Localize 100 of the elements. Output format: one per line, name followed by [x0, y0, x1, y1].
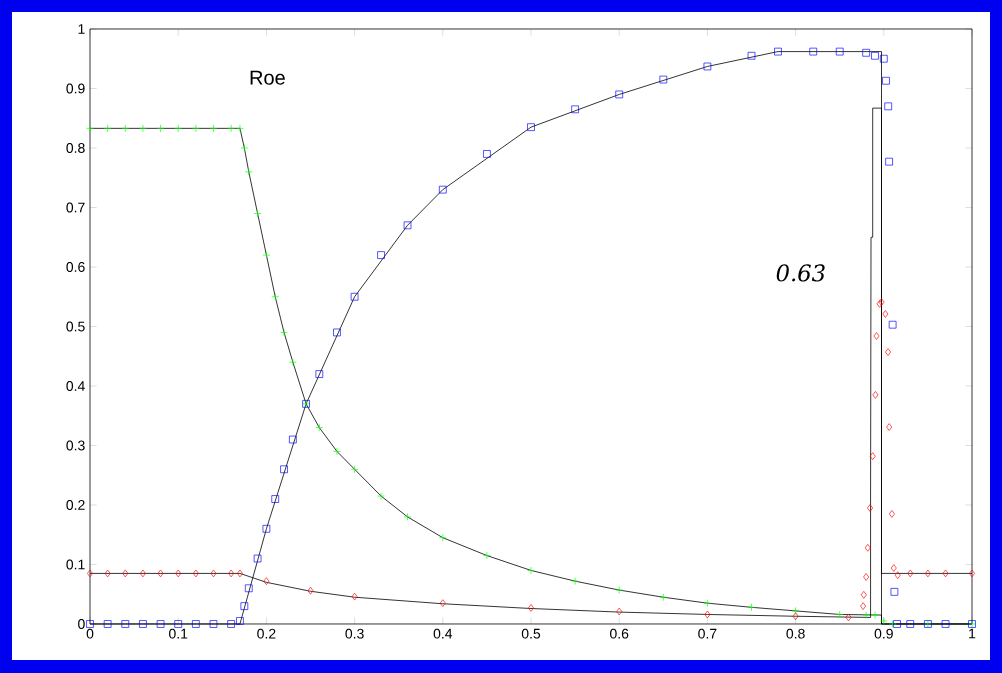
- point: [885, 157, 893, 166]
- point: [227, 124, 235, 133]
- x-tick-label: 0.5: [521, 628, 541, 639]
- point: [86, 124, 94, 133]
- point: [893, 620, 901, 628]
- point: [122, 569, 129, 578]
- point: [253, 554, 262, 563]
- point: [307, 586, 314, 595]
- x-tick-label: 0.9: [874, 628, 893, 639]
- point: [262, 251, 271, 259]
- point: [227, 620, 235, 628]
- point: [886, 423, 893, 431]
- point: [253, 209, 262, 218]
- point: [703, 599, 712, 607]
- annotation: Roe: [250, 70, 285, 85]
- point: [791, 607, 800, 615]
- y-tick-label: 0: [78, 619, 85, 629]
- point: [174, 620, 183, 628]
- point: [704, 610, 711, 619]
- point: [888, 510, 895, 518]
- point: [192, 620, 200, 628]
- y-tick-label: 0.3: [66, 440, 85, 451]
- point: [121, 124, 130, 133]
- point: [139, 620, 147, 628]
- point: [157, 569, 164, 578]
- point: [615, 90, 624, 99]
- point: [351, 592, 358, 601]
- point: [747, 51, 756, 60]
- point: [571, 577, 579, 585]
- point: [872, 391, 879, 399]
- point: [236, 617, 244, 625]
- point: [616, 607, 623, 616]
- x-tick-label: 0.4: [433, 628, 453, 639]
- point: [880, 617, 888, 625]
- point: [350, 292, 359, 301]
- point: [884, 102, 893, 111]
- point: [571, 105, 579, 114]
- y-tick-label: 0.8: [66, 143, 85, 153]
- point: [747, 603, 756, 612]
- point: [439, 185, 447, 194]
- point: [209, 620, 218, 628]
- point: [174, 124, 183, 133]
- point: [439, 533, 447, 542]
- point: [615, 586, 624, 594]
- point: [862, 48, 870, 57]
- point: [483, 150, 491, 158]
- point: [890, 588, 899, 596]
- point: [104, 569, 111, 578]
- point: [103, 620, 112, 628]
- point: [869, 452, 876, 460]
- point: [867, 504, 873, 512]
- point: [271, 495, 280, 503]
- y-tick-label: 1: [78, 24, 85, 34]
- point: [103, 124, 112, 133]
- point: [882, 310, 889, 318]
- x-tick-label: 1: [969, 628, 976, 639]
- y-tick-label: 0.1: [66, 559, 85, 570]
- point: [121, 620, 130, 628]
- point: [139, 569, 146, 578]
- point: [860, 602, 867, 610]
- point: [315, 370, 324, 378]
- point: [439, 599, 446, 607]
- point: [483, 551, 491, 560]
- point: [192, 569, 199, 578]
- point: [863, 573, 870, 581]
- point: [659, 75, 668, 84]
- point: [377, 251, 385, 259]
- y-tick-label: 0.7: [66, 202, 85, 213]
- point: [228, 569, 235, 578]
- point: [263, 577, 270, 585]
- point: [209, 124, 218, 133]
- point: [210, 569, 217, 578]
- point: [156, 124, 165, 133]
- point: [835, 47, 844, 56]
- point: [774, 47, 782, 56]
- x-tick-label: 0.3: [345, 628, 364, 639]
- point: [262, 524, 271, 533]
- y-tick-label: 0.5: [66, 321, 85, 332]
- point: [86, 620, 94, 628]
- point: [907, 569, 914, 578]
- point: [244, 584, 253, 593]
- point: [864, 544, 871, 552]
- point: [888, 620, 897, 628]
- point: [871, 611, 879, 619]
- point: [873, 332, 880, 340]
- point: [244, 167, 253, 176]
- point: [860, 591, 867, 599]
- point: [885, 348, 891, 356]
- point: [271, 292, 280, 301]
- point: [862, 611, 870, 619]
- point: [315, 423, 324, 432]
- point: [280, 465, 288, 474]
- point: [527, 566, 535, 575]
- point: [289, 435, 297, 444]
- x-tick-label: 0.8: [786, 628, 805, 639]
- y-tick-label: 0.2: [66, 500, 85, 510]
- point: [792, 612, 799, 621]
- point: [871, 51, 879, 60]
- point: [835, 610, 844, 619]
- point: [906, 620, 915, 628]
